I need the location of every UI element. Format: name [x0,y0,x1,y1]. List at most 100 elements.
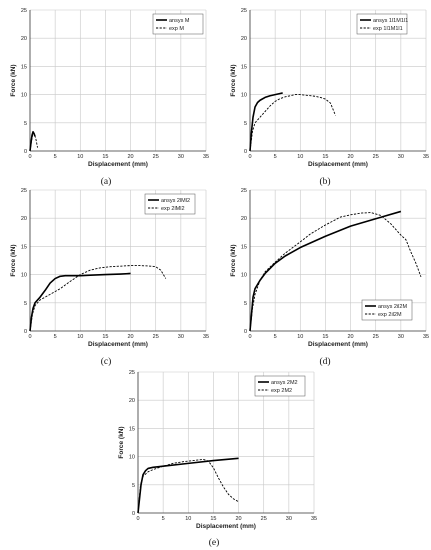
x-tick-label: 0 [248,154,251,160]
y-tick-label: 10 [241,273,247,279]
y-tick-label: 0 [132,511,135,517]
legend-entry: ansys M [169,18,190,24]
x-tick-label: 25 [153,154,159,160]
y-tick-label: 20 [21,216,27,222]
x-tick-label: 10 [185,516,191,522]
x-tick-label: 0 [248,334,251,340]
x-axis-title: Displacement (mm) [88,341,148,348]
legend-box [152,13,204,35]
legend-entry: ansys 2M2 [271,380,298,386]
legend-entry: exp 1l1M1l1 [373,26,403,32]
y-tick-label: 15 [21,64,27,70]
x-tick-label: 35 [203,154,209,160]
x-tick-label: 20 [128,334,134,340]
chart-panel-4: 0 5 10 15 20 25 30 35 0 5 10 15 20 25 Displacement (mm… [230,188,429,367]
legend-box [356,13,408,35]
x-tick-label: 15 [102,154,108,160]
legend: ansys 2lMl2 exp 2lMl2 [144,193,196,215]
series-line-dashed [137,458,239,514]
legend-box [144,193,196,215]
series-line-dashed [29,132,38,152]
legend-entry: exp 2M2 [271,388,292,394]
x-tick-label: 15 [322,154,328,160]
x-tick-label: 0 [28,334,31,340]
x-tick-label: 35 [203,334,209,340]
x-tick-label: 10 [297,334,303,340]
series-line-dashed [29,265,167,332]
chart-panel-1: 0 5 10 15 20 25 30 35 0 5 10 15 20 25 Displacement (mm… [10,8,209,187]
legend-box [254,375,306,397]
series-line-dashed [249,94,336,152]
y-axis-title: Force (kN) [10,244,17,276]
x-tick-label: 25 [373,334,379,340]
y-tick-label: 15 [241,244,247,250]
x-tick-label: 35 [423,154,429,160]
y-tick-label: 5 [24,121,27,127]
x-tick-label: 30 [286,516,292,522]
legend: ansys M exp M [152,13,204,35]
panel-caption: (c) [101,356,112,367]
legend: ansys 1l1M1l1 exp 1l1M1l1 [356,13,408,35]
series-line-solid [249,92,283,152]
x-tick-label: 10 [297,154,303,160]
series-line-solid [29,272,131,332]
x-tick-label: 5 [274,154,277,160]
y-tick-label: 5 [244,301,247,307]
x-tick-label: 10 [77,334,83,340]
x-tick-label: 20 [236,516,242,522]
legend: ansys 2il2M exp 2il2M [361,299,413,321]
x-tick-label: 15 [322,334,328,340]
chart-panel-3: 0 5 10 15 20 25 30 35 0 5 10 15 20 25 Displacement (mm… [10,188,209,367]
y-tick-label: 0 [244,149,247,155]
chart-panel-2: 0 5 10 15 20 25 30 35 0 5 10 15 20 25 Displacement (mm… [230,8,429,187]
y-tick-label: 5 [244,121,247,127]
y-tick-label: 10 [241,93,247,99]
x-axis-title: Displacement (mm) [308,161,368,168]
x-tick-label: 5 [54,154,57,160]
legend: ansys 2M2 exp 2M2 [254,375,306,397]
y-tick-label: 15 [241,64,247,70]
series-line-dashed [249,212,422,332]
panel-caption: (b) [319,176,330,187]
y-tick-label: 20 [241,36,247,42]
y-axis-title: Force (kN) [230,64,237,96]
legend-entry: ansys 2lMl2 [161,198,190,204]
x-tick-label: 20 [348,154,354,160]
x-tick-label: 5 [274,334,277,340]
x-tick-label: 20 [128,154,134,160]
x-tick-label: 35 [311,516,317,522]
y-tick-label: 0 [24,329,27,335]
x-tick-label: 30 [398,334,404,340]
y-tick-label: 5 [24,301,27,307]
x-tick-label: 5 [162,516,165,522]
y-tick-label: 25 [241,8,247,14]
y-axis-title: Force (kN) [10,64,17,96]
x-tick-label: 35 [423,334,429,340]
y-tick-label: 20 [21,36,27,42]
x-tick-label: 25 [261,516,267,522]
legend-entry: ansys 2il2M [378,304,407,310]
y-tick-label: 10 [21,93,27,99]
x-tick-label: 20 [348,334,354,340]
y-tick-label: 25 [241,188,247,194]
series-line-solid [249,210,402,332]
x-tick-label: 5 [54,334,57,340]
x-tick-label: 0 [28,154,31,160]
x-tick-label: 10 [77,154,83,160]
legend-entry: exp M [169,26,184,32]
y-tick-label: 15 [21,244,27,250]
x-tick-label: 30 [398,154,404,160]
x-axis-title: Displacement (mm) [196,523,256,530]
y-axis-title: Force (kN) [230,244,237,276]
chart-panel-5: 0 5 10 15 20 25 30 35 0 5 10 15 20 25 Displacement (mm… [118,370,317,548]
y-tick-label: 0 [24,149,27,155]
y-tick-label: 10 [129,455,135,461]
panel-caption: (d) [319,356,330,367]
y-tick-label: 0 [244,329,247,335]
panel-caption: (e) [209,537,220,548]
legend-box [361,299,413,321]
x-tick-label: 25 [153,334,159,340]
legend-entry: ansys 1l1M1l1 [373,18,408,24]
x-tick-label: 25 [373,154,379,160]
